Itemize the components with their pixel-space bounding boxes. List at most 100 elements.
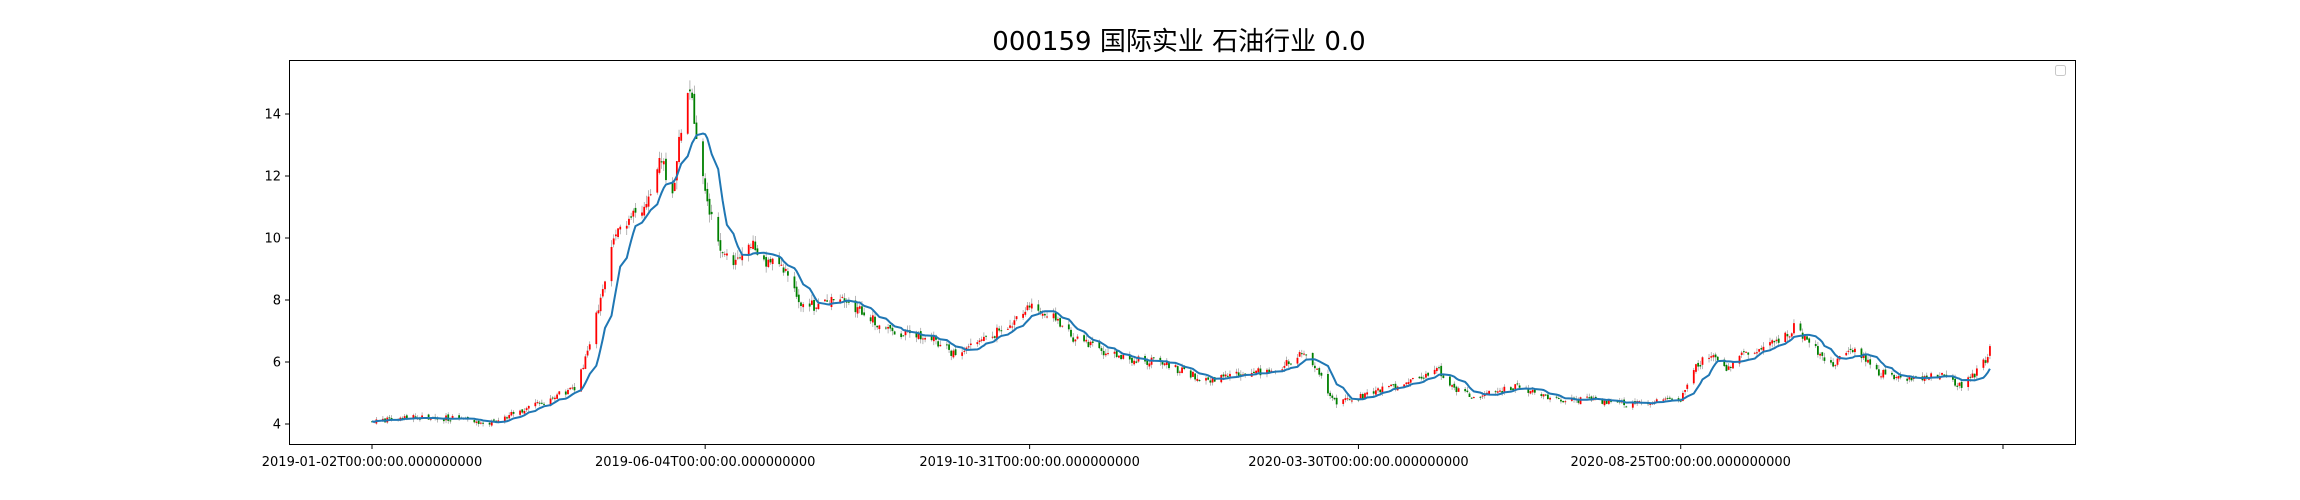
candle-body xyxy=(749,247,752,249)
candle-body xyxy=(1381,386,1384,394)
candle xyxy=(893,330,896,335)
x-tick-label: 2020-08-25T00:00:00.000000000 xyxy=(1570,455,1790,470)
candle-body xyxy=(403,416,406,419)
candle xyxy=(982,332,985,342)
candle-body xyxy=(780,264,783,266)
candle-body xyxy=(830,296,833,308)
candle-body xyxy=(595,312,598,345)
candle-body xyxy=(1668,397,1671,399)
candle-body xyxy=(1562,400,1565,403)
candle-body xyxy=(736,257,739,259)
candle xyxy=(1290,363,1292,366)
candle-body xyxy=(839,299,842,303)
candle xyxy=(1135,358,1138,364)
candle xyxy=(948,342,950,354)
candle xyxy=(985,335,987,341)
candle xyxy=(1438,365,1440,371)
candle-body xyxy=(1425,373,1427,378)
candle-body xyxy=(582,367,585,370)
candle-body xyxy=(1070,329,1072,337)
candle-body xyxy=(1115,350,1118,357)
candle-body xyxy=(1054,312,1057,321)
candle-body xyxy=(1438,367,1440,369)
candle xyxy=(1433,365,1436,376)
candle xyxy=(1196,374,1199,383)
candle-body xyxy=(551,397,554,399)
candle-body xyxy=(1941,372,1943,375)
candle-body xyxy=(787,271,789,276)
candle-body xyxy=(767,259,770,267)
candle-body xyxy=(1211,377,1214,383)
candle xyxy=(998,325,1001,333)
candle-body xyxy=(1808,338,1811,343)
candle-body xyxy=(747,244,750,256)
candle xyxy=(978,337,981,346)
candle xyxy=(523,408,526,415)
candle-body xyxy=(1377,388,1379,391)
candle-body xyxy=(763,255,765,260)
candle xyxy=(556,392,558,399)
candle xyxy=(1468,392,1471,398)
candle xyxy=(810,294,813,306)
candle xyxy=(1710,352,1713,362)
candle xyxy=(1229,370,1231,381)
candle xyxy=(1784,331,1787,343)
candle-body xyxy=(708,198,711,215)
candle-body xyxy=(1952,376,1954,380)
candle xyxy=(1708,354,1710,363)
candle xyxy=(1956,382,1959,391)
candle-body xyxy=(754,241,757,251)
candle-body xyxy=(1442,375,1445,378)
candle xyxy=(506,415,508,421)
candle xyxy=(658,151,661,175)
candle-body xyxy=(1006,328,1009,330)
candle-body xyxy=(527,405,530,409)
candle-body xyxy=(1973,373,1976,378)
candle xyxy=(1544,393,1547,397)
candle-body xyxy=(1666,397,1669,399)
candle xyxy=(726,249,728,261)
candle-body xyxy=(1037,304,1040,311)
candle-body xyxy=(1207,377,1210,380)
candle-body xyxy=(1300,353,1303,355)
candle-body xyxy=(802,304,805,308)
candle-body xyxy=(556,394,558,399)
candle xyxy=(569,387,572,391)
candle xyxy=(817,298,820,310)
candle-body xyxy=(824,299,826,302)
candle-body xyxy=(1756,352,1758,354)
candle xyxy=(643,202,646,218)
candle-body xyxy=(996,327,998,340)
candle-body xyxy=(1777,338,1780,343)
candle xyxy=(1026,302,1029,312)
candle-body xyxy=(390,418,393,420)
candle xyxy=(1686,383,1689,392)
candle xyxy=(1131,356,1133,367)
x-axis: 2019-01-02T00:00:00.000000000 2019-06-04T… xyxy=(262,444,2004,470)
candle-body xyxy=(1849,348,1852,350)
candle xyxy=(1192,371,1194,378)
candle xyxy=(874,311,876,331)
candle-body xyxy=(1189,370,1192,378)
candle-body xyxy=(604,281,606,290)
candle-body xyxy=(482,422,484,424)
candle-body xyxy=(1011,326,1014,328)
candle-body xyxy=(1161,360,1164,365)
candle xyxy=(1773,340,1776,347)
candle xyxy=(1973,373,1976,380)
candle xyxy=(1296,354,1299,367)
candle xyxy=(1320,371,1323,379)
candle xyxy=(885,326,887,331)
candle-body xyxy=(1732,362,1734,369)
candle xyxy=(1845,351,1848,356)
candle xyxy=(1030,298,1033,313)
candle-body xyxy=(1681,392,1684,401)
candle xyxy=(800,301,802,312)
candle-body xyxy=(1679,400,1682,402)
candle xyxy=(1344,394,1347,403)
candle xyxy=(887,324,889,334)
candle-body xyxy=(1057,318,1059,321)
candle-body xyxy=(826,300,829,302)
candle xyxy=(1374,386,1377,396)
candle xyxy=(1427,372,1430,378)
